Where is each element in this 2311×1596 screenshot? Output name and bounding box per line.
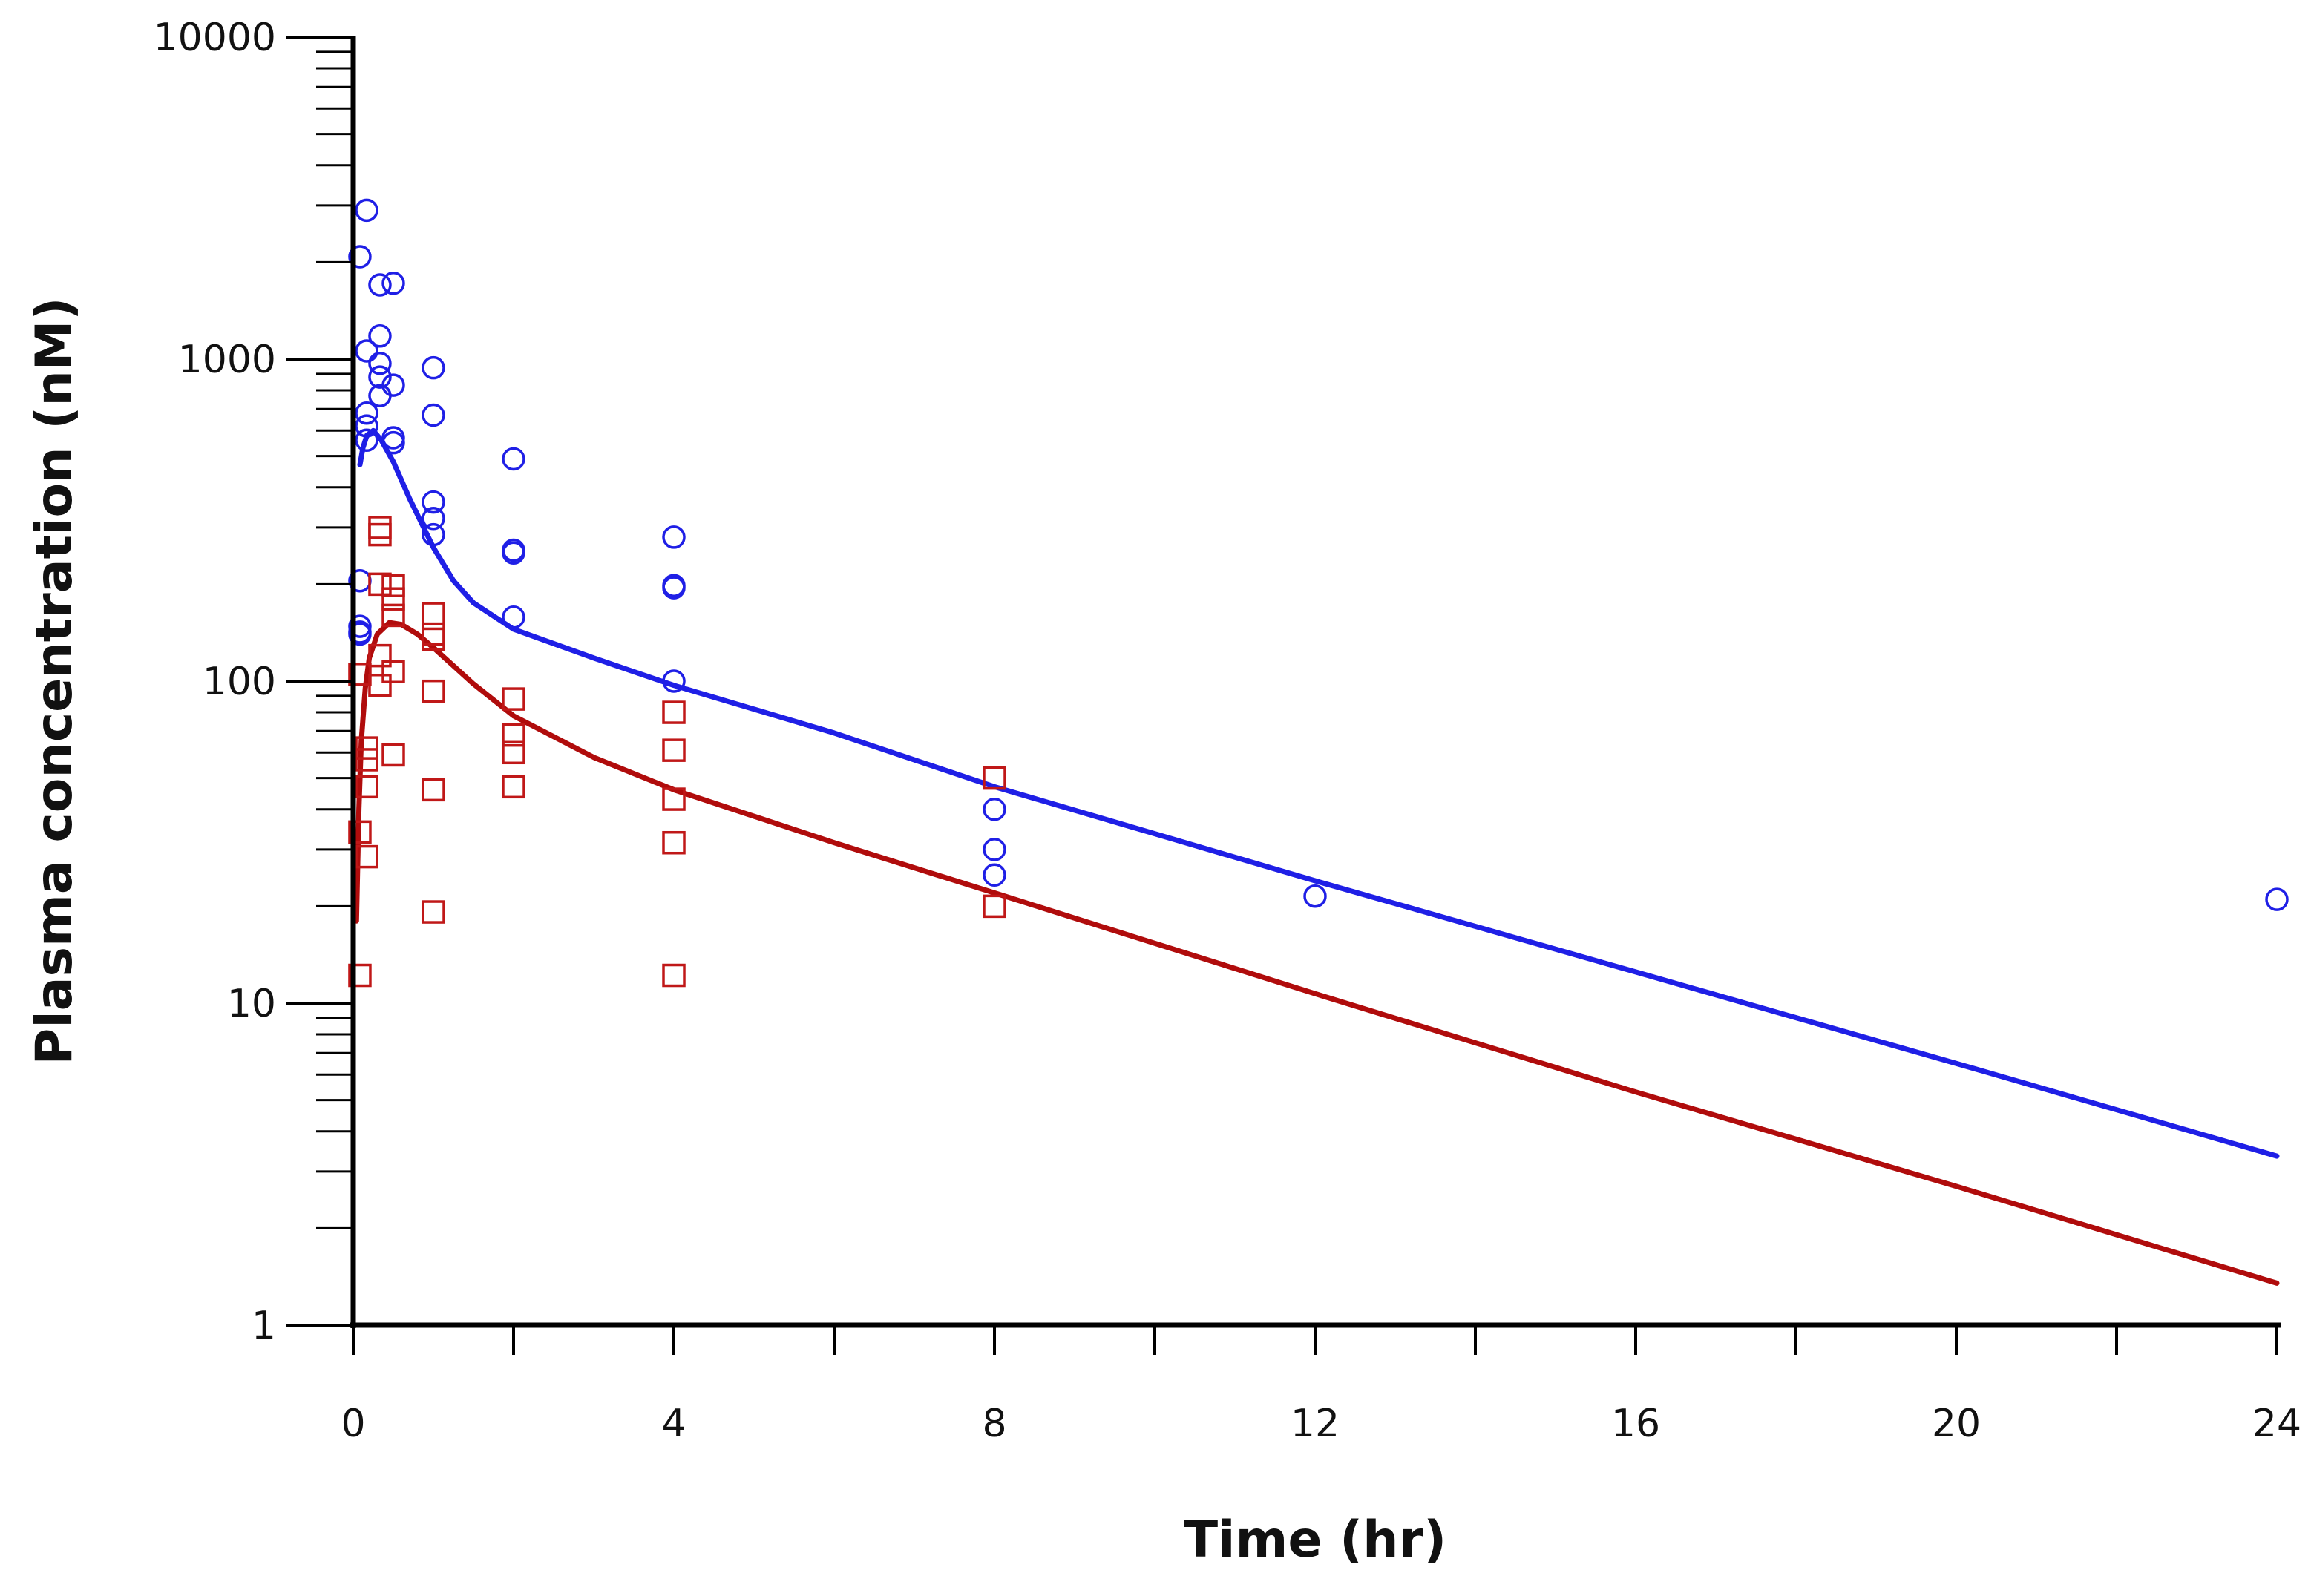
data-point-circle [983,863,1006,887]
x-axis-title: Time (hr) [1184,1511,1446,1569]
data-point-circle [381,272,405,295]
data-point-square [502,775,525,799]
data-point-circle [368,324,392,348]
data-point-square [662,787,686,811]
data-point-circle [355,339,378,363]
data-point-square [355,844,378,869]
data-point-square [422,602,445,625]
data-point-square [381,660,405,683]
data-point-square [502,740,525,765]
data-point-square [381,574,405,597]
fit-lines [353,427,2280,1286]
data-point-circle [381,430,405,455]
data-point-square [422,778,445,802]
axes [286,36,2281,1355]
data-point-square [983,894,1006,919]
data-point-square [662,830,686,855]
x-tick-label: 16 [1611,1402,1660,1446]
data-point-square [355,736,378,760]
observed-points [348,198,2289,988]
data-point-square [348,820,372,844]
y-tick-label: 1 [252,1304,276,1348]
y-axis-title: Plasma concentration (nM) [25,298,84,1065]
data-point-square [368,643,392,668]
data-point-square [662,963,686,988]
data-point-circle [348,614,372,638]
data-point-square [422,679,445,703]
data-point-circle [348,622,372,646]
data-point-square [368,572,392,597]
data-point-circle [422,355,445,380]
data-point-circle [355,414,378,438]
data-point-circle [502,447,525,471]
data-point-circle [662,576,686,600]
model-fit-line [357,427,2280,1159]
data-point-circle [368,365,392,389]
data-point-circle [662,669,686,693]
model-fit-line [353,620,2280,1286]
tick-labels: 1 10 100 1000 10000 0 4 8 12 16 20 24 [154,16,2302,1446]
data-point-circle [983,797,1006,821]
y-tick-label: 10000 [154,16,276,60]
data-point-square [662,700,686,724]
data-point-square [368,522,392,547]
data-point-circle [381,426,405,450]
x-tick-label: 4 [661,1402,686,1446]
data-point-circle [662,525,686,549]
data-point-circle [355,428,378,453]
data-point-circle [502,541,525,565]
x-tick-label: 24 [2252,1402,2301,1446]
data-point-circle [368,273,392,297]
x-tick-label: 0 [341,1402,365,1446]
data-point-square [983,766,1006,790]
data-point-circle [422,507,445,531]
data-point-square [368,673,392,697]
data-point-circle [368,351,392,375]
data-point-square [355,775,378,799]
y-tick-label: 100 [203,660,276,704]
data-point-square [381,587,405,611]
data-point-circle [348,245,372,269]
data-point-square [502,723,525,747]
data-point-circle [983,838,1006,861]
data-point-square [368,516,392,539]
data-point-circle [422,403,445,427]
data-point-square [422,900,445,924]
data-point-square [381,743,405,767]
data-point-circle [381,373,405,397]
data-point-circle [355,198,378,223]
x-tick-label: 12 [1291,1402,1340,1446]
data-point-circle [422,490,445,514]
x-tick-label: 8 [982,1402,1006,1446]
data-point-square [348,963,372,988]
y-tick-label: 1000 [178,338,276,382]
data-point-circle [2265,887,2289,911]
x-tick-label: 20 [1932,1402,1981,1446]
data-point-circle [1303,884,1327,908]
data-point-square [381,603,405,628]
data-point-square [422,627,445,651]
data-point-square [662,738,686,762]
data-point-square [355,748,378,772]
data-point-circle [355,401,378,425]
y-tick-label: 10 [227,982,276,1026]
data-point-circle [422,522,445,547]
data-point-square [502,687,525,711]
data-point-circle [502,605,525,629]
